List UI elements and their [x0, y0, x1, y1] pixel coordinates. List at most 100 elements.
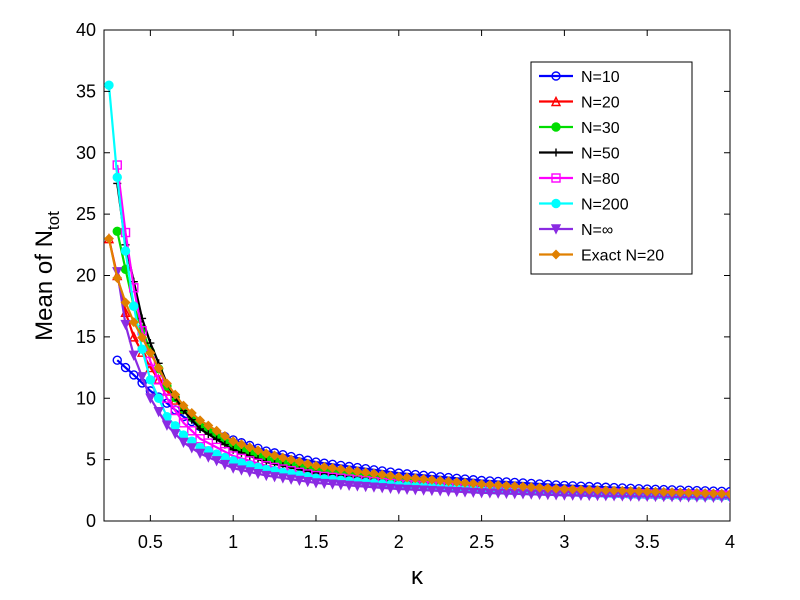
data-point	[286, 454, 297, 465]
data-point	[509, 481, 520, 492]
data-point	[128, 331, 139, 342]
data-point	[426, 485, 438, 497]
data-point	[120, 297, 131, 308]
x-tick-label: 2.5	[469, 532, 494, 552]
data-point	[112, 226, 122, 237]
y-tick-label: 30	[76, 143, 96, 163]
data-point	[567, 484, 578, 495]
data-point	[196, 424, 205, 433]
data-point	[219, 431, 230, 441]
y-tick-label: 0	[86, 511, 96, 531]
legend-entry: N=30	[539, 120, 620, 137]
data-point	[716, 488, 727, 499]
data-point	[170, 405, 180, 416]
legend-marker	[551, 249, 561, 260]
y-tick-label: 5	[86, 450, 96, 470]
data-point	[112, 272, 123, 283]
data-point	[401, 484, 413, 496]
data-point	[327, 479, 338, 490]
data-point	[352, 466, 363, 477]
data-point	[161, 420, 173, 431]
legend-marker	[551, 71, 561, 81]
legend-marker	[551, 122, 561, 132]
data-point	[244, 467, 255, 478]
data-point	[319, 478, 330, 490]
data-point	[245, 451, 254, 460]
data-point	[435, 486, 446, 497]
data-point	[153, 407, 164, 418]
data-point	[410, 473, 421, 484]
data-point	[592, 485, 603, 496]
data-point	[269, 450, 280, 461]
y-tick-label: 40	[76, 20, 96, 40]
data-point	[476, 479, 487, 490]
x-tick-label: 3.5	[635, 532, 660, 552]
data-point	[153, 363, 164, 374]
legend-marker	[552, 148, 560, 157]
data-point	[145, 393, 156, 404]
data-point	[377, 483, 388, 494]
data-point	[120, 227, 131, 238]
data-point	[153, 393, 164, 403]
data-point	[385, 483, 396, 495]
data-point	[559, 484, 570, 495]
data-point	[708, 488, 719, 499]
data-point	[650, 486, 661, 497]
series-layer	[104, 80, 730, 504]
data-point	[120, 246, 131, 256]
y-tick-label: 25	[76, 204, 96, 224]
x-tick-label: 3	[559, 532, 569, 552]
legend-label: N=80	[581, 171, 620, 188]
data-point	[203, 452, 214, 463]
data-point	[617, 485, 628, 496]
data-point	[691, 488, 702, 499]
data-point	[700, 488, 711, 499]
data-point	[228, 436, 239, 447]
data-point	[129, 370, 139, 380]
data-point	[211, 456, 222, 467]
data-point	[443, 476, 454, 487]
data-point	[128, 317, 139, 328]
data-point	[658, 487, 669, 498]
data-point	[343, 480, 355, 491]
data-point	[675, 487, 686, 498]
legend-entry: N=10	[539, 69, 620, 86]
legend-label: N=200	[581, 197, 629, 214]
data-point	[204, 430, 213, 439]
data-point	[625, 486, 636, 497]
legend-label: N=30	[581, 120, 620, 137]
data-point	[667, 487, 678, 498]
data-point	[327, 462, 338, 473]
data-point	[609, 485, 620, 496]
data-point	[129, 301, 139, 311]
data-point	[170, 429, 181, 440]
data-point	[393, 484, 404, 495]
data-point	[642, 486, 653, 497]
data-point	[310, 460, 321, 471]
x-tick-label: 2	[394, 532, 404, 552]
data-point	[261, 448, 272, 459]
data-point	[104, 233, 114, 244]
x-tick-label: 0.5	[138, 532, 163, 552]
legend-entry: N=50	[539, 146, 620, 163]
x-tick-label: 1.5	[303, 532, 328, 552]
data-point	[277, 473, 288, 484]
data-point	[584, 484, 595, 495]
data-point	[112, 355, 122, 365]
data-point	[170, 389, 181, 400]
data-point	[526, 482, 537, 493]
data-point	[360, 481, 371, 493]
data-point	[145, 347, 156, 358]
data-point	[385, 470, 396, 481]
data-point	[451, 476, 462, 487]
data-point	[633, 486, 644, 497]
legend-entry: N=20	[539, 95, 620, 112]
data-point	[360, 467, 371, 478]
legend-label: Exact N=20	[581, 248, 664, 265]
data-point	[600, 485, 611, 496]
data-point	[410, 485, 421, 496]
data-point	[277, 452, 288, 463]
data-point	[244, 442, 255, 453]
data-point	[178, 400, 189, 411]
